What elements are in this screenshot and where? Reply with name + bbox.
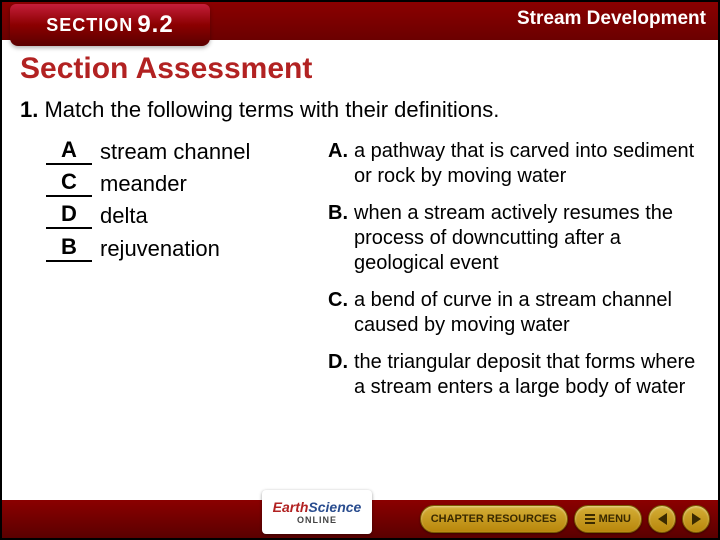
logo-earth: Earth [273,499,309,515]
next-button[interactable] [682,505,710,533]
definition-row: C. a bend of curve in a stream channel c… [328,288,700,338]
match-row: B rejuvenation [46,236,316,262]
menu-label: MENU [599,513,631,525]
definitions-column: A. a pathway that is carved into sedimen… [328,139,700,412]
columns: A stream channel C meander D delta B rej… [20,139,700,412]
term-text: delta [100,203,148,229]
topic-title: Stream Development [517,8,706,30]
chapter-resources-label: CHAPTER RESOURCES [431,513,557,525]
arrow-right-icon [692,513,701,525]
term-text: stream channel [100,139,250,165]
question-number: 1. [20,97,38,122]
definition-letter: C. [328,288,354,338]
section-number: 9.2 [137,11,173,39]
question-text: Match the following terms with their def… [44,97,499,122]
section-label: SECTION [46,15,133,36]
definition-text: when a stream actively resumes the proce… [354,201,700,276]
term-text: meander [100,171,187,197]
logo-science: Science [308,499,361,515]
answer-blank: C [46,171,92,197]
arrow-left-icon [658,513,667,525]
match-row: A stream channel [46,139,316,165]
match-row: D delta [46,203,316,229]
section-tab: SECTION 9.2 [10,4,210,46]
logo-line1: EarthScience [273,499,362,515]
definition-letter: D. [328,350,354,400]
definition-letter: B. [328,201,354,276]
earth-science-logo[interactable]: EarthScience ONLINE [262,490,372,534]
definition-text: the triangular deposit that forms where … [354,350,700,400]
footer-bar: EarthScience ONLINE CHAPTER RESOURCES ME… [2,500,718,538]
definition-row: B. when a stream actively resumes the pr… [328,201,700,276]
answer-blank: A [46,139,92,165]
logo-online: ONLINE [297,515,337,525]
question: 1. Match the following terms with their … [20,96,700,125]
match-row: C meander [46,171,316,197]
definition-row: A. a pathway that is carved into sedimen… [328,139,700,189]
page-title: Section Assessment [20,52,700,86]
term-text: rejuvenation [100,236,220,262]
slide: SECTION 9.2 Stream Development Section A… [2,2,718,538]
prev-button[interactable] [648,505,676,533]
terms-column: A stream channel C meander D delta B rej… [46,139,316,412]
definition-text: a bend of curve in a stream channel caus… [354,288,700,338]
content-area: Section Assessment 1. Match the followin… [20,52,700,488]
definition-letter: A. [328,139,354,189]
answer-blank: B [46,236,92,262]
menu-icon [585,514,595,524]
chapter-resources-button[interactable]: CHAPTER RESOURCES [420,505,568,533]
definition-row: D. the triangular deposit that forms whe… [328,350,700,400]
answer-blank: D [46,203,92,229]
menu-button[interactable]: MENU [574,505,642,533]
definition-text: a pathway that is carved into sediment o… [354,139,700,189]
